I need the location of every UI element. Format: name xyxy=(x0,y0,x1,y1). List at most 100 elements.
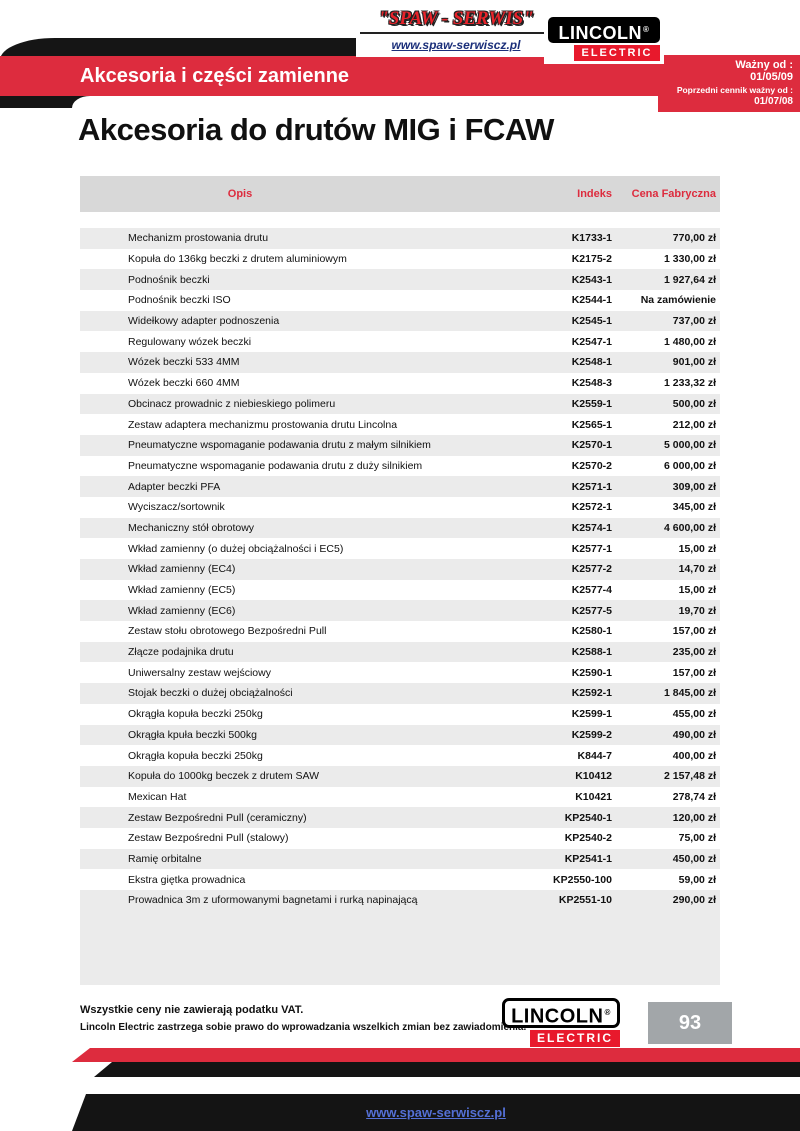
cell-cena: 15,00 zł xyxy=(678,584,716,597)
cell-indeks: K2599-2 xyxy=(571,728,612,741)
table-row: Zestaw adaptera mechanizmu prostowania d… xyxy=(80,414,720,435)
table-row: Ramię orbitalne KP2541-1 450,00 zł xyxy=(80,848,720,870)
cell-indeks: K2590-1 xyxy=(571,666,612,679)
cell-cena: 15,00 zł xyxy=(678,542,716,555)
table-row: Prowadnica 3m z uformowanymi bagnetami i… xyxy=(80,890,720,911)
cell-indeks: K2570-1 xyxy=(571,439,612,452)
cell-indeks: KP2540-1 xyxy=(564,811,612,824)
cell-indeks: K2580-1 xyxy=(571,625,612,638)
cell-opis: Mechanizm prostowania drutu xyxy=(128,232,269,245)
table-row: Zestaw stołu obrotowego Bezpośredni Pull… xyxy=(80,621,720,642)
table-row: Ekstra giętka prowadnica KP2550-100 59,00 … xyxy=(80,869,720,890)
table-footer-spacer xyxy=(80,910,720,985)
cell-cena: 400,00 zł xyxy=(672,749,716,762)
cell-cena: 5 000,00 zł xyxy=(664,439,716,452)
cell-opis: Kopuła do 136kg beczki z drutem aluminio… xyxy=(128,253,347,266)
bottom-website-link[interactable]: www.spaw-serwiscz.pl xyxy=(366,1105,506,1120)
cell-opis: Wkład zamienny (EC6) xyxy=(128,604,236,617)
cell-indeks: KP2541-1 xyxy=(564,852,612,865)
cell-indeks: K2544-1 xyxy=(571,294,612,307)
table-row: Kopuła do 136kg beczki z drutem aluminio… xyxy=(80,249,720,270)
cell-opis: Ramię orbitalne xyxy=(128,852,202,865)
registered-trademark-icon: ® xyxy=(643,25,650,34)
table-row: Wkład zamienny (EC5) K2577-4 15,00 zł xyxy=(80,580,720,601)
cell-cena: 120,00 zł xyxy=(672,811,716,824)
cell-indeks: KP2550-100 xyxy=(553,873,612,886)
table-row: Wkład zamienny (o dużej obciążalności i … xyxy=(80,538,720,559)
cell-indeks: K844-7 xyxy=(577,749,612,762)
table-row: Regulowany wózek beczki K2547-1 1 480,00 z… xyxy=(80,331,720,352)
table-row: Uniwersalny zestaw wejściowy K2590-1 157,0… xyxy=(80,662,720,683)
cell-opis: Zestaw adaptera mechanizmu prostowania d… xyxy=(128,418,398,431)
cell-opis: Wyciszacz/sortownik xyxy=(128,501,225,514)
cell-opis: Wkład zamienny (EC4) xyxy=(128,563,236,576)
cell-opis: Kopuła do 1000kg beczek z drutem SAW xyxy=(128,770,320,783)
table-row: Zestaw Bezpośredni Pull (stalowy) KP2540-… xyxy=(80,828,720,849)
cell-cena: 737,00 zł xyxy=(672,315,716,328)
column-header-indeks: Indeks xyxy=(577,188,612,200)
cell-indeks: K2592-1 xyxy=(571,687,612,700)
table-header: Opis Indeks Cena Fabryczna xyxy=(80,176,720,212)
cell-opis: Regulowany wózek beczki xyxy=(128,335,252,348)
cell-cena: 278,74 zł xyxy=(672,790,716,803)
table-row: Zestaw Bezpośredni Pull (ceramiczny) KP25… xyxy=(80,807,720,828)
cell-indeks: K2588-1 xyxy=(571,646,612,659)
table-row: Widełkowy adapter podnoszenia K2545-1 737,… xyxy=(80,310,720,332)
cell-cena: 1 330,00 zł xyxy=(664,253,716,266)
table-row: Okrągła kpuła beczki 500kg K2599-2 490,00 … xyxy=(80,724,720,746)
cell-cena: 1 845,00 zł xyxy=(664,687,716,700)
cell-indeks: K10421 xyxy=(575,790,612,803)
table-row: Pneumatyczne wspomaganie podawania drutu… xyxy=(80,434,720,456)
column-header-opis: Opis xyxy=(227,188,253,200)
rights-note: Lincoln Electric zastrzega sobie prawo d… xyxy=(80,1022,527,1033)
table-row: Okrągła kopuła beczki 250kg K2599-1 455,00… xyxy=(80,704,720,725)
cell-indeks: K2545-1 xyxy=(571,315,612,328)
lincoln-text: LINCOLN xyxy=(558,23,643,43)
cell-cena: Na zamówienie xyxy=(640,294,716,307)
table-row: Obcinacz prowadnic z niebieskiego polime… xyxy=(80,393,720,415)
page-header-title: Akcesoria i części zamienne xyxy=(80,65,350,87)
cell-indeks: K2577-5 xyxy=(571,604,612,617)
cell-indeks: K2548-3 xyxy=(571,377,612,390)
cell-cena: 490,00 zł xyxy=(672,728,716,741)
registered-trademark-icon-bottom: ® xyxy=(604,1008,611,1017)
electric-wordmark-bottom: ELECTRIC xyxy=(530,1030,620,1047)
table-body: Mechanizm prostowania drutu K1733-1 770,00… xyxy=(80,228,720,911)
cell-opis: Wózek beczki 533 4MM xyxy=(128,356,240,369)
cell-cena: 19,70 zł xyxy=(678,604,716,617)
previous-pricelist-label: Poprzedni cennik ważny od : xyxy=(676,85,793,95)
cell-indeks: K2548-1 xyxy=(571,356,612,369)
section-title: Akcesoria do drutów MIG i FCAW xyxy=(78,112,554,147)
cell-cena: 901,00 zł xyxy=(672,356,716,369)
table-row: Wkład zamienny (EC6) K2577-5 19,70 zł xyxy=(80,600,720,622)
cell-cena: 309,00 zł xyxy=(672,480,716,493)
cell-indeks: K1733-1 xyxy=(571,232,612,245)
cell-indeks: KP2551-10 xyxy=(558,894,612,907)
cell-opis: Okrągła kpuła beczki 500kg xyxy=(128,728,257,741)
cell-indeks: K2175-2 xyxy=(571,253,612,266)
cell-cena: 450,00 zł xyxy=(672,852,716,865)
table-row: Wózek beczki 533 4MM K2548-1 901,00 zł xyxy=(80,352,720,373)
cell-cena: 6 000,00 zł xyxy=(664,459,716,472)
column-header-cena: Cena Fabryczna xyxy=(631,188,716,200)
cell-opis: Mechaniczny stół obrotowy xyxy=(128,521,255,534)
cell-cena: 157,00 zł xyxy=(672,666,716,679)
cell-cena: 235,00 zł xyxy=(672,646,716,659)
table-row: Stojak beczki o dużej obciążalności K2592… xyxy=(80,683,720,704)
cell-cena: 4 600,00 zł xyxy=(664,521,716,534)
spaw-serwis-logo: "SPAW - SERWIS" www.spaw-serwiscz.pl xyxy=(356,6,556,57)
cell-opis: Zestaw stołu obrotowego Bezpośredni Pull xyxy=(128,625,327,638)
table-row: Mechaniczny stół obrotowy K2574-1 4 600,00… xyxy=(80,517,720,539)
spaw-website-link[interactable]: www.spaw-serwiscz.pl xyxy=(391,38,521,52)
validity-box: Ważny od : 01/05/09 Poprzedni cennik waż… xyxy=(658,55,800,112)
cell-indeks: K2577-2 xyxy=(571,563,612,576)
cell-indeks: K2574-1 xyxy=(571,521,612,534)
cell-opis: Złącze podajnika drutu xyxy=(128,646,234,659)
cell-indeks: K2572-1 xyxy=(571,501,612,514)
red-stripe xyxy=(72,1048,800,1062)
cell-cena: 212,00 zł xyxy=(672,418,716,431)
cell-indeks: K2571-1 xyxy=(571,480,612,493)
cell-cena: 59,00 zł xyxy=(678,873,716,886)
cell-indeks: K2543-1 xyxy=(571,273,612,286)
